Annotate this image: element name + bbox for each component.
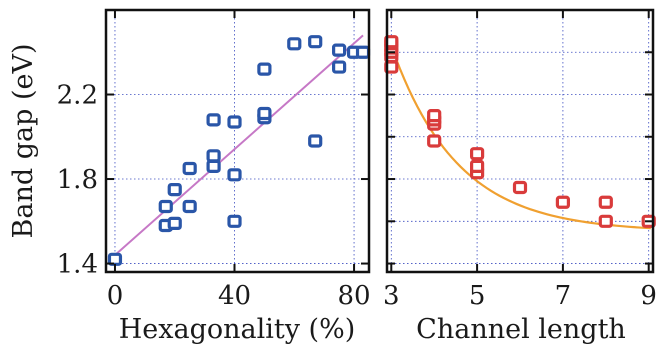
left-ticks xyxy=(106,10,369,272)
data-point-marker xyxy=(308,134,323,148)
data-point-marker xyxy=(257,62,272,76)
data-point-marker xyxy=(182,199,197,214)
data-point-marker xyxy=(158,199,173,214)
left-x-tick-labels: 0 40 80 xyxy=(107,281,371,311)
right-gridlines xyxy=(387,10,653,272)
right-x-tick-label: 5 xyxy=(469,281,486,311)
left-fit-line-group xyxy=(114,34,364,256)
data-point-marker xyxy=(555,195,571,209)
left-x-tick-label: 80 xyxy=(338,281,371,311)
left-gridlines xyxy=(106,10,369,272)
left-panel: 0 40 80 1.4 1.8 2.2 Hexagonality (%) Band ga… xyxy=(8,8,371,345)
right-x-tick-label: 9 xyxy=(640,281,656,311)
left-y-tick-label: 1.8 xyxy=(57,165,98,195)
data-point-marker xyxy=(227,214,242,228)
data-point-marker xyxy=(512,180,528,195)
right-ticks xyxy=(387,10,653,272)
data-point-marker xyxy=(257,106,272,121)
data-point-marker xyxy=(206,149,221,163)
data-point-marker xyxy=(355,45,371,59)
data-point-marker xyxy=(206,159,221,173)
data-point-marker xyxy=(427,134,442,148)
left-y-tick-labels: 1.4 1.8 2.2 xyxy=(57,81,98,280)
data-point-marker xyxy=(332,60,347,74)
data-point-marker xyxy=(182,161,197,176)
left-y-tick-label: 1.4 xyxy=(57,250,98,280)
data-point-marker xyxy=(469,147,485,161)
data-point-marker xyxy=(227,115,242,129)
data-point-marker xyxy=(227,168,242,182)
left-y-axis-title: Band gap (eV) xyxy=(8,44,39,239)
data-point-marker xyxy=(469,159,485,173)
data-point-marker xyxy=(308,35,323,49)
right-data-points xyxy=(384,35,656,228)
data-point-marker xyxy=(598,214,613,228)
data-point-marker xyxy=(167,182,182,197)
right-x-tick-label: 7 xyxy=(555,281,572,311)
right-x-tick-label: 3 xyxy=(383,281,400,311)
left-data-points xyxy=(107,35,371,266)
data-point-marker xyxy=(167,216,182,231)
data-point-marker xyxy=(427,109,442,123)
right-x-axis-title: Channel length xyxy=(416,314,626,345)
right-x-tick-labels: 3 5 7 9 xyxy=(383,281,656,311)
data-point-marker xyxy=(287,37,302,51)
data-point-marker xyxy=(598,195,613,209)
left-x-tick-label: 40 xyxy=(218,281,251,311)
left-plot-frame xyxy=(104,8,371,274)
left-x-tick-label: 0 xyxy=(107,281,124,311)
data-point-marker xyxy=(332,43,347,57)
left-x-axis-title: Hexagonality (%) xyxy=(119,314,356,345)
right-plot-frame xyxy=(385,8,655,274)
left-y-tick-label: 2.2 xyxy=(57,81,98,111)
data-point-marker xyxy=(206,113,221,127)
right-panel: 3 5 7 9 Channel length xyxy=(383,8,656,345)
linear-fit-line xyxy=(114,34,364,256)
